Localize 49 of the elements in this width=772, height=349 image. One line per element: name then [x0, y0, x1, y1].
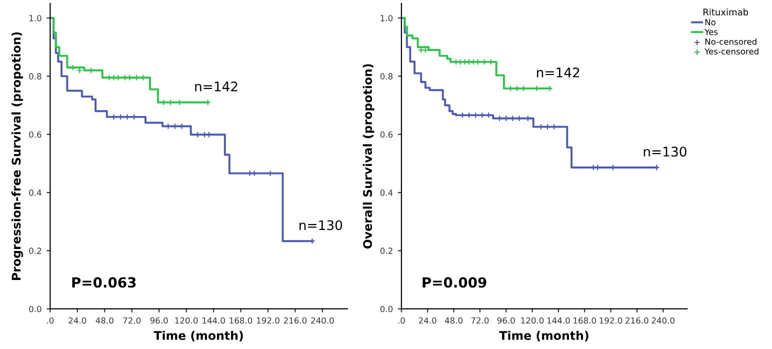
x-tick-label: 168.0 — [230, 317, 252, 324]
x-axis-title: Time (month) — [154, 330, 243, 342]
y-axis-title: Overall Survival (propotion) — [362, 64, 374, 249]
x-tick-label: 192.0 — [600, 317, 622, 324]
x-tick-label: 96.0 — [150, 317, 168, 324]
x-tick-label: 120.0 — [521, 317, 544, 324]
x-tick-label: 144.0 — [547, 317, 570, 324]
y-tick-label: 1.0 — [380, 15, 393, 22]
y-tick-label: 0.6 — [380, 131, 393, 138]
y-tick-label: 0.0 — [380, 306, 393, 312]
annotation: n=142 — [195, 81, 238, 92]
x-tick-label: 72.0 — [471, 317, 489, 324]
x-tick-label: 240.0 — [652, 317, 674, 324]
x-tick-label: 216.0 — [626, 317, 648, 324]
x-tick-label: 216.0 — [284, 317, 307, 324]
legend-label: No — [705, 19, 716, 26]
x-tick-label: 48.0 — [96, 317, 114, 324]
annotation: P=0.063 — [72, 277, 136, 288]
annotation: n=142 — [537, 68, 580, 78]
x-tick-label: 24.0 — [68, 317, 86, 324]
y-tick-label: 0.0 — [29, 306, 42, 312]
y-tick-label: 0.8 — [380, 73, 393, 80]
y-axis-title: Progression-free Survival (propotion) — [12, 32, 24, 280]
legend-label: Yes — [704, 28, 718, 36]
x-tick-label: 192.0 — [256, 317, 280, 324]
y-tick-label: 0.2 — [380, 248, 392, 254]
y-tick-label: 0.6 — [29, 131, 42, 138]
x-tick-label: 120.0 — [175, 317, 198, 324]
x-axis-title: Time (month) — [499, 330, 588, 342]
legend-label: No-censored — [705, 38, 756, 45]
x-tick-label: 96.0 — [497, 317, 515, 324]
x-tick-label: 24.0 — [418, 317, 436, 324]
annotation: n=130 — [300, 220, 342, 230]
x-tick-label: 48.0 — [444, 317, 462, 324]
x-tick-label: 72.0 — [123, 317, 141, 324]
x-tick-label: 168.0 — [574, 317, 596, 324]
annotation: P=0.009 — [422, 277, 486, 288]
legend-title: Rituximab — [704, 8, 748, 16]
annotation: n=130 — [644, 146, 686, 157]
x-tick-label: .0 — [47, 317, 54, 324]
y-tick-label: 0.4 — [29, 190, 42, 196]
x-tick-label: 240.0 — [311, 317, 334, 324]
y-tick-label: 0.2 — [29, 248, 42, 254]
legend-label: Yes-censored — [704, 48, 758, 55]
x-tick-label: .0 — [398, 317, 405, 324]
y-tick-label: 0.4 — [380, 190, 393, 196]
y-tick-label: 1.0 — [30, 15, 42, 22]
y-tick-label: 0.8 — [29, 73, 42, 80]
x-tick-label: 144.0 — [202, 317, 225, 324]
